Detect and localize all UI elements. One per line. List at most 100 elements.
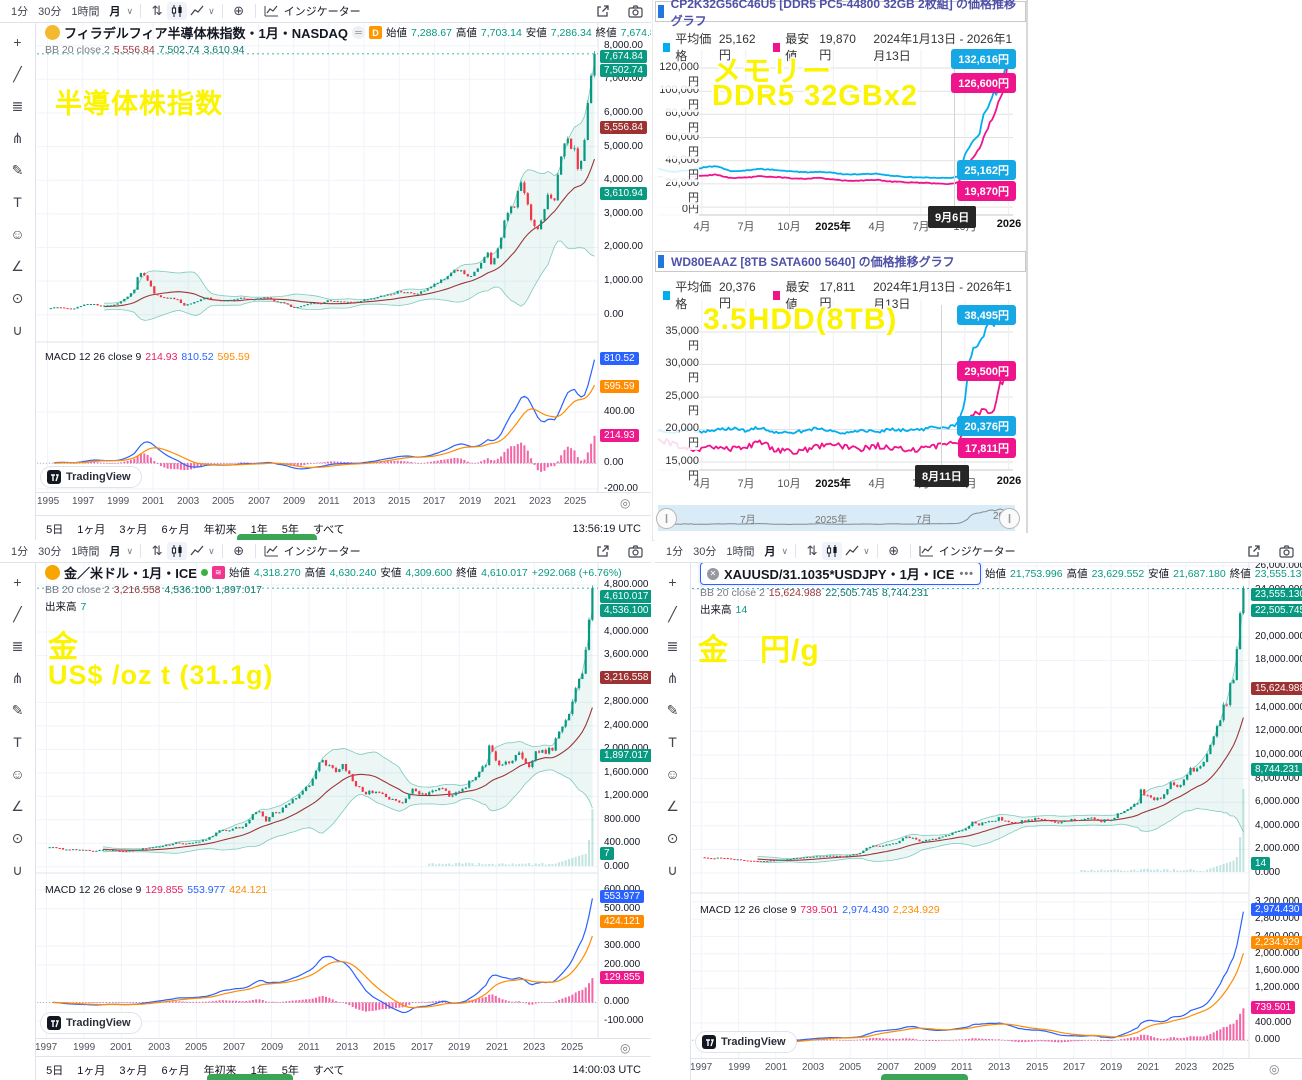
year-label[interactable]: 2017	[423, 496, 446, 507]
indicators-button[interactable]: インジケーター	[283, 6, 361, 18]
year-label[interactable]: 2001	[110, 1042, 133, 1053]
partial-button[interactable]	[881, 1074, 968, 1080]
scrubber-handle-right[interactable]: ❙	[999, 508, 1020, 529]
product-title-hdd[interactable]: WD80EAAZ [8TB SATA600 5640] の価格推移グラフ	[655, 251, 1026, 272]
partial-button[interactable]	[237, 534, 317, 540]
emoji-icon[interactable]: ☺	[10, 226, 25, 242]
year-label[interactable]: 2023	[1175, 1062, 1198, 1073]
year-label[interactable]: 2011	[318, 496, 340, 507]
timeframe-1month[interactable]: 月	[109, 6, 121, 18]
timeframe-30min[interactable]: 30分	[38, 546, 62, 558]
compare-arrange-icon[interactable]: ⇅	[806, 543, 818, 558]
year-label[interactable]: 2023	[523, 1042, 546, 1053]
year-label[interactable]: 2019	[448, 1042, 471, 1053]
range-button[interactable]: 5日	[46, 1064, 64, 1077]
tradingview-watermark[interactable]: TradingView	[695, 1031, 797, 1053]
year-label[interactable]: 2019	[1100, 1062, 1123, 1073]
tradingview-watermark[interactable]: TradingView	[40, 466, 142, 488]
clock-utc[interactable]: 13:56:19 UTC	[572, 522, 641, 535]
brush-icon[interactable]: ✎	[11, 701, 24, 718]
timeframe-1min[interactable]: 1分	[666, 546, 684, 558]
symbol-selection-pill[interactable]: ✕ XAUUSD/31.1035*USDJPY・1月・ICE •••	[700, 562, 982, 585]
range-button[interactable]: 年初来	[203, 1064, 237, 1077]
area-style-icon[interactable]	[187, 2, 207, 20]
measure-icon[interactable]: ∠	[11, 257, 24, 274]
range-button[interactable]: 1ヶ月	[77, 523, 106, 536]
range-button[interactable]: 6ヶ月	[161, 1064, 190, 1077]
scrubber-handle-left[interactable]: ❙	[656, 508, 677, 529]
year-label[interactable]: 2005	[185, 1042, 208, 1053]
range-button[interactable]: 1年	[250, 523, 268, 536]
crosshair-icon[interactable]: +	[13, 34, 22, 50]
text-icon[interactable]: T	[668, 734, 677, 750]
range-button[interactable]: 3ヶ月	[119, 523, 148, 536]
range-button[interactable]: 6ヶ月	[161, 523, 190, 536]
range-button[interactable]: 年初来	[203, 523, 237, 536]
product-title-ddr5[interactable]: CP2K32G56C46U5 [DDR5 PC5-44800 32GB 2枚組]…	[655, 0, 1026, 28]
range-button[interactable]: 5日	[46, 523, 64, 536]
year-label[interactable]: 1999	[107, 496, 130, 507]
chart-canvas[interactable]	[0, 540, 651, 1080]
candlestick-style-icon[interactable]	[167, 542, 188, 560]
emoji-icon[interactable]: ☺	[10, 766, 25, 782]
gear-icon[interactable]: ◎	[620, 1041, 631, 1055]
year-label[interactable]: 2015	[388, 496, 411, 507]
timeframe-1min[interactable]: 1分	[11, 6, 29, 18]
fib-retracement-icon[interactable]: ≣	[11, 637, 24, 654]
year-label[interactable]: 2007	[248, 496, 271, 507]
add-compare-icon[interactable]: ⊕	[233, 3, 245, 18]
year-label[interactable]: 2025	[1212, 1062, 1235, 1073]
year-label[interactable]: 2023	[529, 496, 552, 507]
year-label[interactable]: 2021	[486, 1042, 509, 1053]
partial-button[interactable]	[207, 1074, 293, 1080]
chevron-down-icon[interactable]: ∨	[208, 545, 215, 556]
text-icon[interactable]: T	[13, 194, 22, 210]
camera-icon[interactable]	[625, 542, 645, 560]
year-label[interactable]: 1997	[690, 1062, 713, 1073]
range-button[interactable]: すべて	[312, 523, 345, 536]
range-button[interactable]: 5年	[281, 1064, 299, 1077]
share-icon[interactable]	[1244, 542, 1264, 560]
trend-line-icon[interactable]: ╱	[13, 605, 22, 622]
year-label[interactable]: 1999	[73, 1042, 96, 1053]
year-label[interactable]: 2005	[212, 496, 235, 507]
area-style-icon[interactable]	[187, 542, 207, 560]
range-button[interactable]: 1ヶ月	[77, 1064, 106, 1077]
clock-utc[interactable]: 14:00:03 UTC	[572, 1063, 641, 1076]
area-style-icon[interactable]	[842, 542, 862, 560]
zoom-icon[interactable]: ⊙	[11, 289, 24, 306]
indicators-icon[interactable]	[917, 542, 937, 560]
symbol-title[interactable]: 金／米ドル・1月・ICE	[64, 566, 197, 581]
magnet-icon[interactable]: ∪	[12, 861, 23, 878]
year-label[interactable]: 2007	[877, 1062, 900, 1073]
close-icon[interactable]: ✕	[707, 567, 719, 580]
timeframe-1min[interactable]: 1分	[11, 546, 29, 558]
timeframe-1month[interactable]: 月	[109, 546, 121, 558]
chevron-down-icon[interactable]: ∨	[208, 5, 215, 16]
year-label[interactable]: 2009	[914, 1062, 937, 1073]
fib-retracement-icon[interactable]: ≣	[11, 97, 24, 114]
year-label[interactable]: 2017	[411, 1042, 434, 1053]
time-axis[interactable]	[655, 1058, 1302, 1080]
tradingview-watermark[interactable]: TradingView	[40, 1012, 142, 1034]
measure-icon[interactable]: ∠	[11, 797, 24, 814]
timeframe-30min[interactable]: 30分	[38, 6, 62, 18]
timeframe-1hour[interactable]: 1時間	[71, 6, 100, 18]
year-label[interactable]: 2015	[1026, 1062, 1049, 1073]
indicators-icon[interactable]	[262, 542, 282, 560]
zoom-icon[interactable]: ⊙	[666, 829, 679, 846]
trend-line-icon[interactable]: ╱	[668, 605, 677, 622]
compare-arrange-icon[interactable]: ⇅	[151, 543, 163, 558]
brush-icon[interactable]: ✎	[11, 161, 24, 178]
year-label[interactable]: 1995	[37, 496, 60, 507]
year-label[interactable]: 2003	[802, 1062, 825, 1073]
add-compare-icon[interactable]: ⊕	[888, 543, 900, 558]
year-label[interactable]: 2003	[177, 496, 200, 507]
crosshair-icon[interactable]: +	[668, 574, 677, 590]
year-label[interactable]: 2013	[988, 1062, 1011, 1073]
timeframe-30min[interactable]: 30分	[693, 546, 717, 558]
year-label[interactable]: 1997	[35, 1042, 58, 1053]
year-label[interactable]: 2025	[564, 496, 587, 507]
year-label[interactable]: 1997	[72, 496, 95, 507]
year-label[interactable]: 2025	[561, 1042, 584, 1053]
